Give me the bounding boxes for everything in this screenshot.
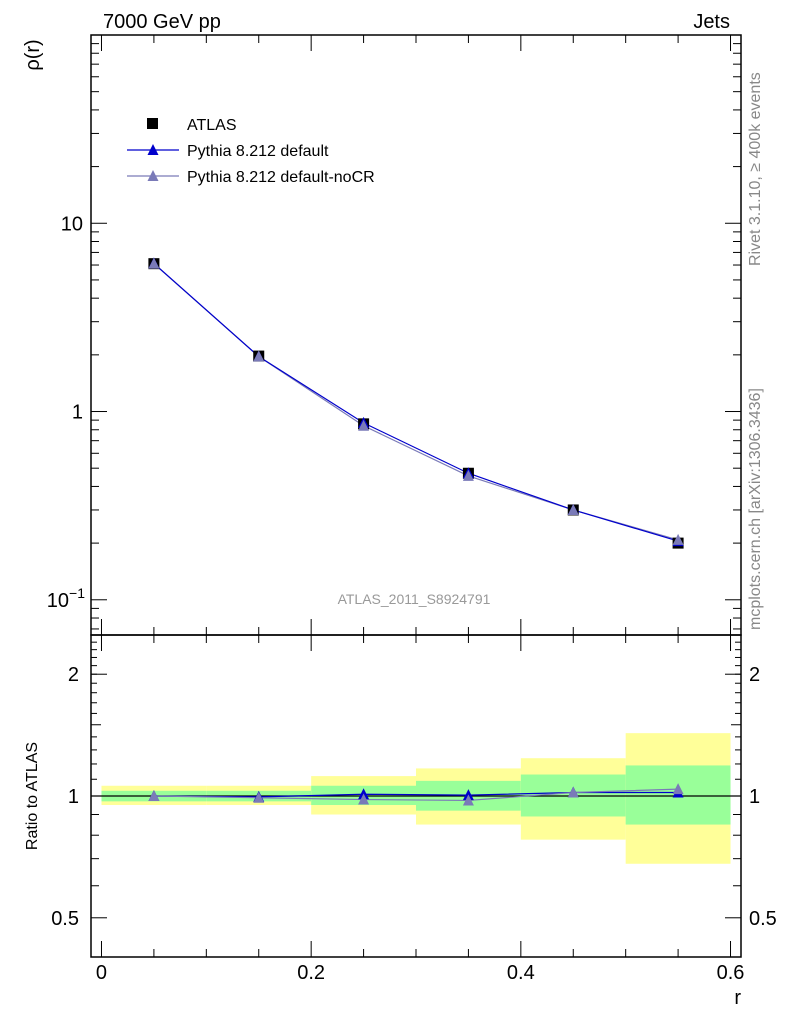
rivet-label: Rivet 3.1.10, ≥ 400k events — [747, 72, 764, 266]
legend-atlas-label: ATLAS — [187, 117, 237, 134]
main-line-pythia-default — [153, 262, 679, 542]
ratio-y-tick-label-left: 2 — [68, 664, 79, 686]
ratio-point-pythia-nocr — [253, 791, 265, 803]
ratio-frame — [90, 634, 742, 958]
ratio-y-tick-label-left: 0.5 — [51, 908, 79, 930]
ratio-x-tick-label: 0.6 — [717, 962, 745, 984]
ratio-line-pythia-nocr — [153, 788, 679, 802]
main-y-tick-label: 10 — [61, 213, 83, 235]
ratio-panel: 0 0.2 0.4 0.6 0.5 0.5 1 1 2 2 — [51, 635, 777, 984]
main-line-pythia-nocr — [153, 263, 679, 541]
legend-pythia-nocr-label: Pythia 8.212 default-noCR — [187, 169, 375, 186]
ratio-point-pythia-nocr — [358, 793, 370, 805]
ratio-y-tick-label-right: 2 — [749, 664, 760, 686]
ratio-y-axis-label: Ratio to ATLAS — [24, 742, 41, 850]
ratio-point-pythia-nocr — [148, 790, 160, 801]
main-panel: 10−1 1 10 — [47, 34, 741, 635]
header-left-label: 7000 GeV pp — [103, 11, 221, 33]
legend-pythia-nocr-marker — [147, 170, 159, 181]
ratio-y-tick-label-left: 1 — [68, 786, 79, 808]
ratio-y-tick-label-right: 0.5 — [749, 908, 777, 930]
main-y-tick-label: 1 — [72, 402, 83, 424]
ratio-x-tick-label: 0 — [96, 962, 107, 984]
legend-pythia-default-marker — [147, 144, 159, 155]
pythia-nocr-point — [253, 350, 265, 362]
legend-atlas-marker — [147, 118, 158, 129]
ratio-y-tick-label-right: 1 — [749, 786, 760, 808]
pythia-nocr-point — [358, 419, 370, 431]
ratio-x-tick-label: 0.4 — [507, 962, 535, 984]
mcplots-label: mcplots.cern.ch [arXiv:1306.3436] — [747, 388, 764, 630]
pythia-nocr-point — [148, 257, 160, 269]
legend-pythia-default-label: Pythia 8.212 default — [187, 143, 329, 160]
main-y-tick-label: 10−1 — [47, 585, 85, 612]
pythia-nocr-point — [672, 533, 684, 545]
legend: ATLAS Pythia 8.212 default Pythia 8.212 … — [127, 117, 375, 186]
ratio-bands — [101, 733, 731, 864]
analysis-label: ATLAS_2011_S8924791 — [338, 591, 491, 607]
header-right-label: Jets — [693, 11, 730, 33]
ratio-point-pythia-nocr — [462, 794, 474, 806]
ratio-x-tick-label: 0.2 — [297, 962, 325, 984]
main-y-axis-label: ρ(r) — [22, 39, 44, 70]
pythia-nocr-point — [462, 469, 474, 481]
ratio-point-pythia-nocr — [567, 786, 579, 798]
x-axis-label: r — [734, 987, 741, 1009]
pythia-nocr-point — [567, 503, 579, 515]
ratio-point-pythia-nocr — [672, 783, 684, 795]
